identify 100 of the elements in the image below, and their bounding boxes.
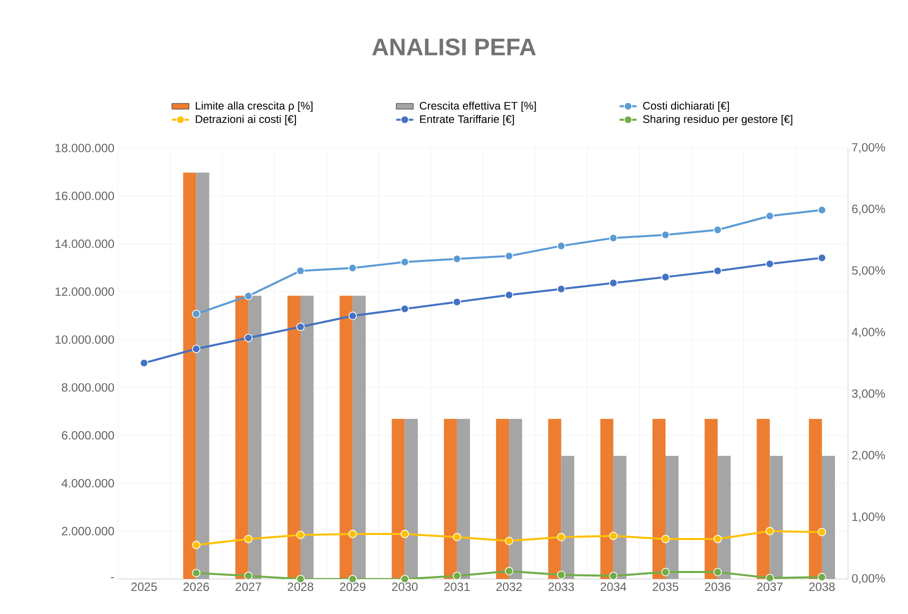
- bar: [404, 418, 418, 579]
- x-tick-label: 2032: [496, 582, 522, 591]
- bar: [548, 418, 562, 579]
- y-tick-label: 10.000.000: [56, 335, 114, 344]
- bar: [300, 296, 314, 579]
- bar: [392, 418, 405, 579]
- point: [192, 568, 200, 578]
- bar: [235, 296, 248, 579]
- bar: [196, 172, 210, 579]
- bar: [704, 418, 718, 579]
- point: [244, 334, 253, 342]
- point: [609, 278, 618, 288]
- legend-label: Detrazioni ai costi [€]: [196, 114, 296, 126]
- x-tick-label: 2034: [600, 582, 626, 591]
- point: [713, 266, 722, 276]
- y-tick-label: 8.000.000: [62, 383, 114, 392]
- y-tick-label: 18.000.000: [56, 144, 114, 152]
- x-tick-label: 2030: [392, 582, 418, 591]
- point: [557, 284, 566, 294]
- bar: [456, 418, 470, 579]
- bar: [183, 172, 196, 579]
- point: [504, 252, 514, 260]
- legend-label: Sharing residuo per gestore [€]: [643, 114, 792, 126]
- point: [296, 322, 305, 332]
- bar: [770, 456, 783, 579]
- point: [348, 530, 357, 538]
- x-tick-label: 2035: [652, 582, 678, 591]
- point: [818, 528, 826, 536]
- x-tick-label: 2038: [809, 582, 835, 591]
- point: [400, 304, 409, 314]
- y-tick-label: 2.000.000: [62, 526, 114, 536]
- point: [609, 532, 618, 540]
- bar: [509, 418, 522, 579]
- bar: [561, 456, 574, 579]
- point: [296, 530, 305, 540]
- bar: [352, 296, 366, 579]
- x-tick-label: 2031: [444, 582, 470, 591]
- x-tick-label: 2028: [288, 582, 314, 591]
- point: [452, 532, 462, 542]
- legend-label: Crescita effettiva ET [%]: [420, 102, 536, 112]
- x-tick-label: 2033: [548, 582, 574, 591]
- point: [192, 310, 200, 318]
- y2-tick-label: 5,00%: [852, 266, 885, 276]
- point: [400, 258, 409, 266]
- bar: [666, 456, 679, 579]
- point: [244, 572, 253, 580]
- point: [348, 312, 357, 320]
- point: [504, 536, 514, 546]
- point: [766, 526, 774, 536]
- point: [766, 260, 774, 268]
- x-tick-label: 2036: [704, 582, 730, 591]
- point: [661, 230, 670, 240]
- y2-tick-label: 7,00%: [852, 143, 885, 153]
- point: [140, 358, 148, 368]
- bar: [600, 418, 614, 579]
- point: [661, 534, 670, 544]
- y2-tick-label: 0,00%: [852, 574, 885, 584]
- y2-tick-label: 6,00%: [852, 204, 885, 215]
- point: [504, 566, 514, 576]
- point: [557, 242, 566, 250]
- point: [504, 290, 514, 300]
- point: [452, 572, 462, 580]
- point: [661, 272, 670, 282]
- x-tick-label: 2027: [236, 582, 262, 591]
- point: [348, 264, 357, 272]
- bar: [718, 456, 731, 579]
- x-tick-label: 2029: [340, 582, 366, 591]
- y2-tick-label: 3,00%: [852, 389, 885, 400]
- y2-tick-label: 1,00%: [852, 512, 885, 522]
- point: [661, 568, 670, 576]
- chart-title: ANALISI PEFA: [372, 38, 536, 56]
- bar: [822, 456, 835, 579]
- y-tick-label: -: [111, 577, 114, 578]
- bar: [756, 418, 770, 579]
- y2-tick-label: 4,00%: [852, 328, 885, 338]
- bar: [248, 296, 262, 579]
- bar: [287, 296, 301, 579]
- point: [557, 570, 566, 580]
- point: [609, 234, 618, 242]
- point: [192, 540, 200, 550]
- point: [244, 534, 253, 544]
- bar: [652, 418, 666, 579]
- point: [713, 534, 722, 544]
- point: [818, 206, 826, 214]
- point: [452, 298, 462, 306]
- y-tick-label: 4.000.000: [62, 478, 114, 488]
- point: [296, 266, 305, 276]
- y-tick-label: 16.000.000: [56, 192, 114, 200]
- point: [244, 292, 253, 300]
- point: [713, 226, 722, 234]
- point: [818, 572, 826, 582]
- bar: [808, 418, 822, 579]
- x-tick-label: 2037: [757, 582, 782, 591]
- bar: [613, 456, 626, 579]
- point: [766, 212, 774, 220]
- legend-label: Costi dichiarati [€]: [643, 102, 729, 112]
- point: [609, 572, 618, 580]
- point: [557, 532, 566, 542]
- point: [713, 568, 722, 576]
- legend-label: Limite alla crescita ρ [%]: [196, 102, 312, 112]
